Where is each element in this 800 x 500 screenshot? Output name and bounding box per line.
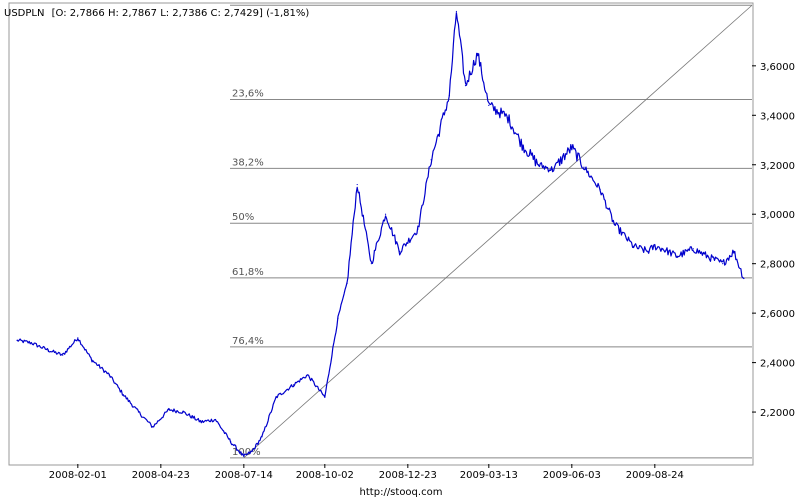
y-tick-label: 2,6000: [760, 309, 795, 320]
price-point: [16, 339, 18, 341]
price-point: [507, 117, 509, 119]
price-point: [243, 455, 245, 458]
price-point: [662, 248, 664, 250]
fibonacci-levels: 100% 76,4% 61,8% 50% 38,2% 23,6%: [230, 4, 752, 459]
price-series-layer: [16, 10, 745, 458]
x-tick-label: 2008-02-01: [49, 470, 107, 481]
price-point: [733, 250, 735, 252]
fib-level-label: 50%: [232, 212, 254, 223]
price-point: [477, 52, 479, 55]
price-point: [30, 342, 32, 344]
fib-level-label: 76,4%: [232, 336, 264, 347]
price-point: [307, 374, 309, 376]
price-point: [448, 94, 450, 97]
fib-level-label: 100%: [232, 447, 261, 458]
price-point: [455, 10, 458, 13]
fib-level-label: 23,6%: [232, 88, 264, 99]
price-point: [537, 164, 540, 166]
x-tick-label: 2008-10-02: [296, 470, 354, 481]
y-tick-label: 3,2000: [760, 161, 795, 172]
price-point: [430, 159, 432, 161]
price-point: [292, 384, 295, 386]
price-point: [152, 426, 154, 428]
price-point: [464, 85, 467, 87]
price-point: [77, 337, 79, 339]
price-point: [583, 166, 585, 168]
fib-level-label: 61,8%: [232, 267, 264, 278]
symbol-label: USDPLN: [4, 8, 44, 19]
price-point: [384, 213, 387, 215]
x-tick-label: 2008-12-23: [379, 470, 437, 481]
y-tick-label: 2,4000: [760, 359, 795, 370]
price-point: [214, 418, 217, 421]
price-point: [108, 374, 110, 376]
y-tick-label: 2,8000: [760, 260, 795, 271]
x-tick-label: 2008-04-23: [132, 470, 190, 481]
ohlc-readout: [O: 2,7866 H: 2,7867 L: 2,7386 C: 2,7429…: [52, 8, 310, 19]
price-point: [122, 394, 124, 396]
price-point: [654, 245, 656, 247]
y-tick-label: 3,0000: [760, 210, 795, 221]
price-point: [324, 396, 326, 398]
x-tick-label: 2009-06-03: [543, 470, 601, 481]
y-tick-label: 2,2000: [760, 408, 795, 419]
price-point: [399, 250, 401, 252]
x-axis: 2008-02-01 2008-04-23 2008-07-14 2008-10-02…: [49, 464, 684, 481]
price-point: [200, 421, 202, 423]
price-point: [91, 359, 93, 361]
source-footer: http://stooq.com: [360, 487, 443, 498]
price-point: [182, 411, 184, 413]
price-point: [743, 277, 745, 280]
price-point: [230, 441, 232, 443]
x-tick-label: 2009-03-13: [460, 470, 518, 481]
trend-line: [243, 4, 753, 459]
price-point: [275, 396, 277, 398]
x-tick-label: 2009-08-24: [626, 470, 684, 481]
x-tick-label: 2008-07-14: [215, 470, 273, 481]
price-point: [337, 317, 339, 319]
price-point: [722, 263, 724, 265]
y-tick-label: 3,6000: [760, 62, 795, 73]
price-point: [251, 451, 253, 453]
price-point: [613, 223, 615, 225]
price-point: [676, 255, 678, 257]
price-point: [599, 188, 601, 191]
price-point: [47, 349, 50, 351]
price-point: [62, 354, 64, 356]
trend-line-layer: [243, 4, 753, 459]
price-point: [647, 250, 649, 252]
price-point: [706, 255, 709, 257]
price-point: [261, 436, 263, 438]
price-series-line: [16, 12, 745, 457]
fib-level-label: 38,2%: [232, 157, 264, 168]
y-tick-label: 3,4000: [760, 111, 795, 122]
chart-header: USDPLN [O: 2,7866 H: 2,7867 L: 2,7386 C:…: [4, 8, 309, 19]
price-point: [571, 146, 573, 149]
price-point: [370, 263, 372, 265]
price-point: [417, 228, 419, 230]
price-point: [137, 411, 140, 413]
price-point: [488, 104, 490, 106]
price-point: [356, 183, 358, 186]
price-point: [551, 169, 554, 171]
price-point: [521, 144, 523, 146]
price-point: [346, 282, 348, 285]
price-point: [632, 245, 635, 247]
price-point: [168, 408, 170, 411]
y-axis: 2,2000 2,4000 2,6000 2,8000 3,0000 3,2000 3,40…: [752, 62, 795, 419]
price-point: [692, 248, 694, 250]
